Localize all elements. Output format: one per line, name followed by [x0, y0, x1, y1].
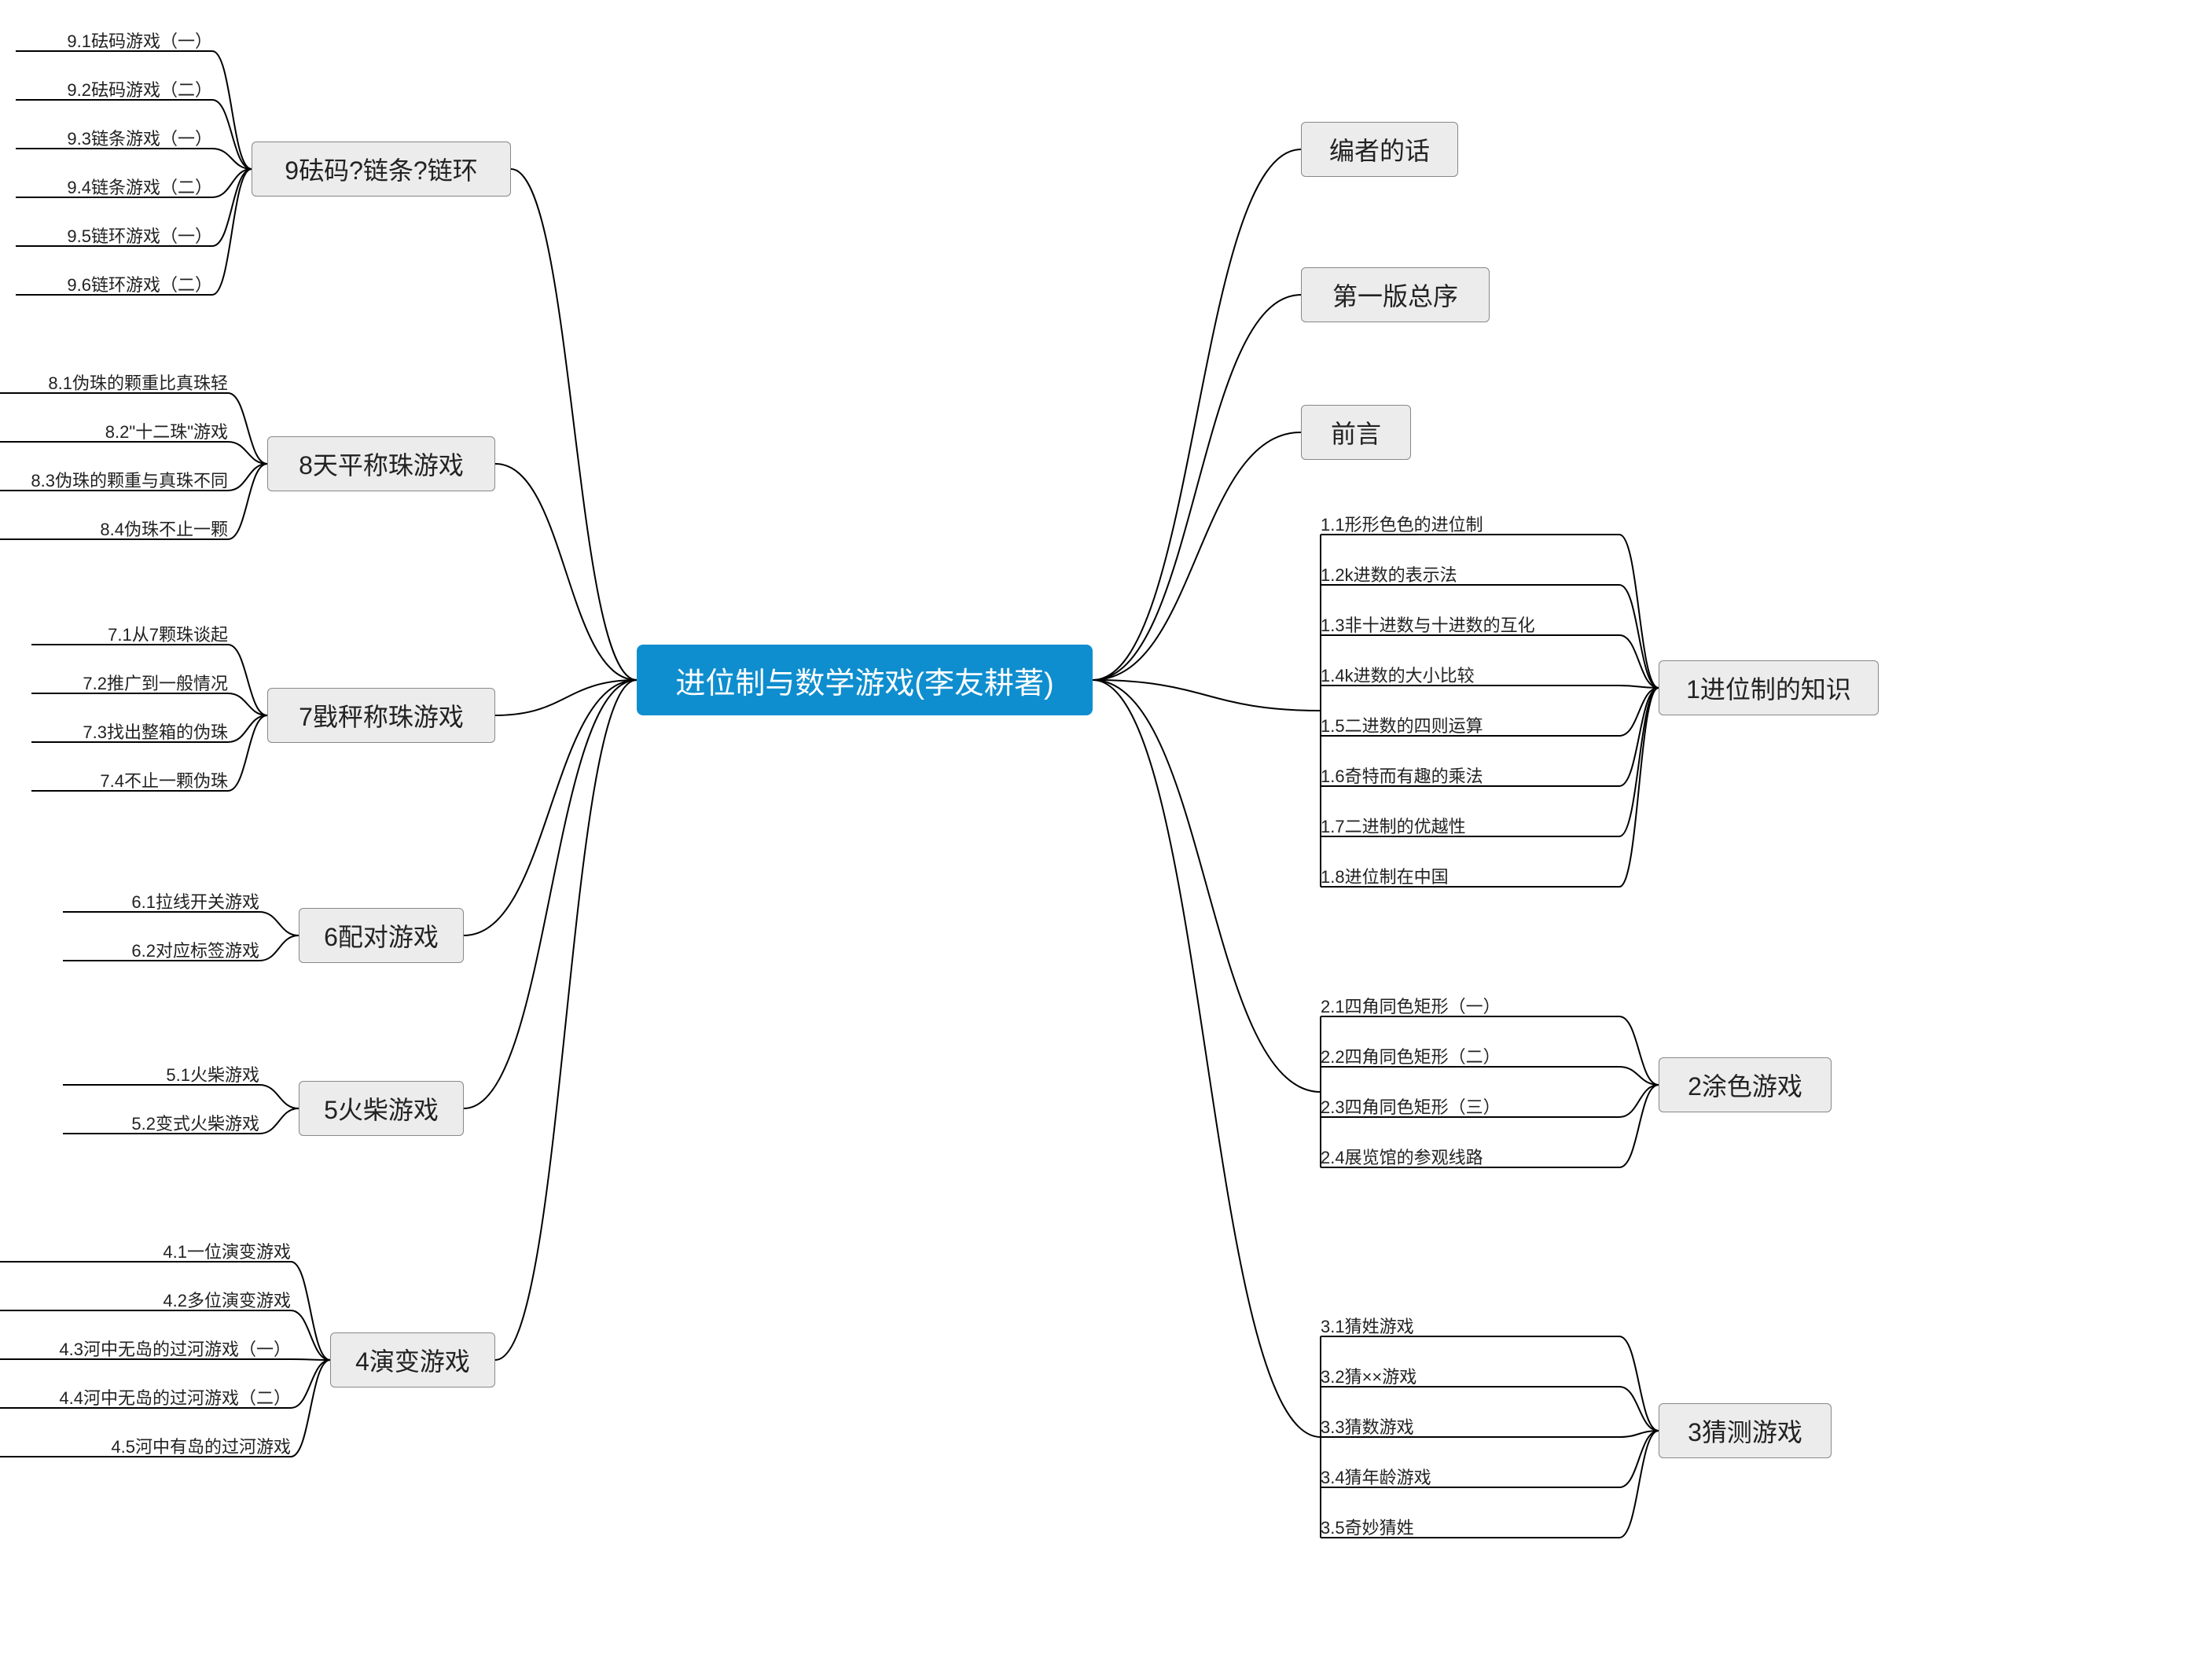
leaf-node[interactable]: 1.3非十进数与十进数的互化	[1321, 612, 1619, 637]
leaf-node[interactable]: 7.1从7颗珠谈起	[31, 621, 228, 646]
branch-node[interactable]: 7戥秤称珠游戏	[267, 688, 495, 743]
leaf-node[interactable]: 8.2"十二珠"游戏	[0, 418, 228, 443]
leaf-node[interactable]: 1.8进位制在中国	[1321, 863, 1619, 888]
leaf-node[interactable]: 1.4k进数的大小比较	[1321, 662, 1619, 687]
leaf-node[interactable]: 1.7二进制的优越性	[1321, 813, 1619, 838]
leaf-node[interactable]: 2.3四角同色矩形（三）	[1321, 1093, 1619, 1119]
leaf-node[interactable]: 6.1拉线开关游戏	[63, 888, 259, 913]
leaf-node[interactable]: 7.2推广到一般情况	[31, 670, 228, 695]
leaf-node[interactable]: 2.1四角同色矩形（一）	[1321, 993, 1619, 1018]
leaf-node[interactable]: 2.4展览馆的参观线路	[1321, 1144, 1619, 1169]
leaf-node[interactable]: 1.2k进数的表示法	[1321, 561, 1619, 586]
leaf-node[interactable]: 3.5奇妙猜姓	[1321, 1514, 1619, 1539]
branch-node[interactable]: 5火柴游戏	[299, 1081, 464, 1136]
leaf-node[interactable]: 9.4链条游戏（二）	[16, 174, 212, 199]
leaf-node[interactable]: 1.6奇特而有趣的乘法	[1321, 763, 1619, 788]
branch-node[interactable]: 3猜测游戏	[1659, 1403, 1832, 1458]
leaf-node[interactable]: 9.5链环游戏（一）	[16, 222, 212, 248]
leaf-node[interactable]: 9.2砝码游戏（二）	[16, 76, 212, 101]
branch-node[interactable]: 第一版总序	[1301, 267, 1490, 322]
leaf-node[interactable]: 8.3伪珠的颗重与真珠不同	[0, 467, 228, 492]
leaf-node[interactable]: 6.2对应标签游戏	[63, 937, 259, 962]
leaf-node[interactable]: 7.4不止一颗伪珠	[31, 767, 228, 792]
branch-node[interactable]: 6配对游戏	[299, 908, 464, 963]
branch-node[interactable]: 编者的话	[1301, 122, 1458, 177]
connector-layer	[0, 0, 2212, 1665]
leaf-node[interactable]: 2.2四角同色矩形（二）	[1321, 1043, 1619, 1068]
branch-node[interactable]: 9砝码?链条?链环	[252, 142, 511, 197]
leaf-node[interactable]: 3.2猜××游戏	[1321, 1363, 1619, 1388]
branch-node[interactable]: 2涂色游戏	[1659, 1057, 1832, 1112]
branch-node[interactable]: 8天平称珠游戏	[267, 436, 495, 491]
leaf-node[interactable]: 9.3链条游戏（一）	[16, 125, 212, 150]
leaf-node[interactable]: 3.3猜数游戏	[1321, 1413, 1619, 1439]
leaf-node[interactable]: 3.4猜年龄游戏	[1321, 1464, 1619, 1489]
leaf-node[interactable]: 1.5二进数的四则运算	[1321, 712, 1619, 737]
branch-node[interactable]: 前言	[1301, 405, 1411, 460]
leaf-node[interactable]: 7.3找出整箱的伪珠	[31, 719, 228, 744]
leaf-node[interactable]: 4.2多位演变游戏	[0, 1287, 291, 1312]
branch-node[interactable]: 1进位制的知识	[1659, 660, 1879, 715]
leaf-node[interactable]: 4.5河中有岛的过河游戏	[0, 1433, 291, 1458]
root-node[interactable]: 进位制与数学游戏(李友耕著)	[637, 645, 1093, 715]
leaf-node[interactable]: 4.1一位演变游戏	[0, 1238, 291, 1263]
leaf-node[interactable]: 5.1火柴游戏	[63, 1061, 259, 1086]
leaf-node[interactable]: 1.1形形色色的进位制	[1321, 511, 1619, 536]
leaf-node[interactable]: 4.3河中无岛的过河游戏（一）	[0, 1336, 291, 1361]
leaf-node[interactable]: 9.1砝码游戏（一）	[16, 28, 212, 53]
leaf-node[interactable]: 4.4河中无岛的过河游戏（二）	[0, 1384, 291, 1410]
leaf-node[interactable]: 3.1猜姓游戏	[1321, 1313, 1619, 1338]
leaf-node[interactable]: 9.6链环游戏（二）	[16, 271, 212, 296]
leaf-node[interactable]: 8.4伪珠不止一颗	[0, 516, 228, 541]
leaf-node[interactable]: 8.1伪珠的颗重比真珠轻	[0, 369, 228, 395]
leaf-node[interactable]: 5.2变式火柴游戏	[63, 1110, 259, 1135]
branch-node[interactable]: 4演变游戏	[330, 1332, 495, 1388]
